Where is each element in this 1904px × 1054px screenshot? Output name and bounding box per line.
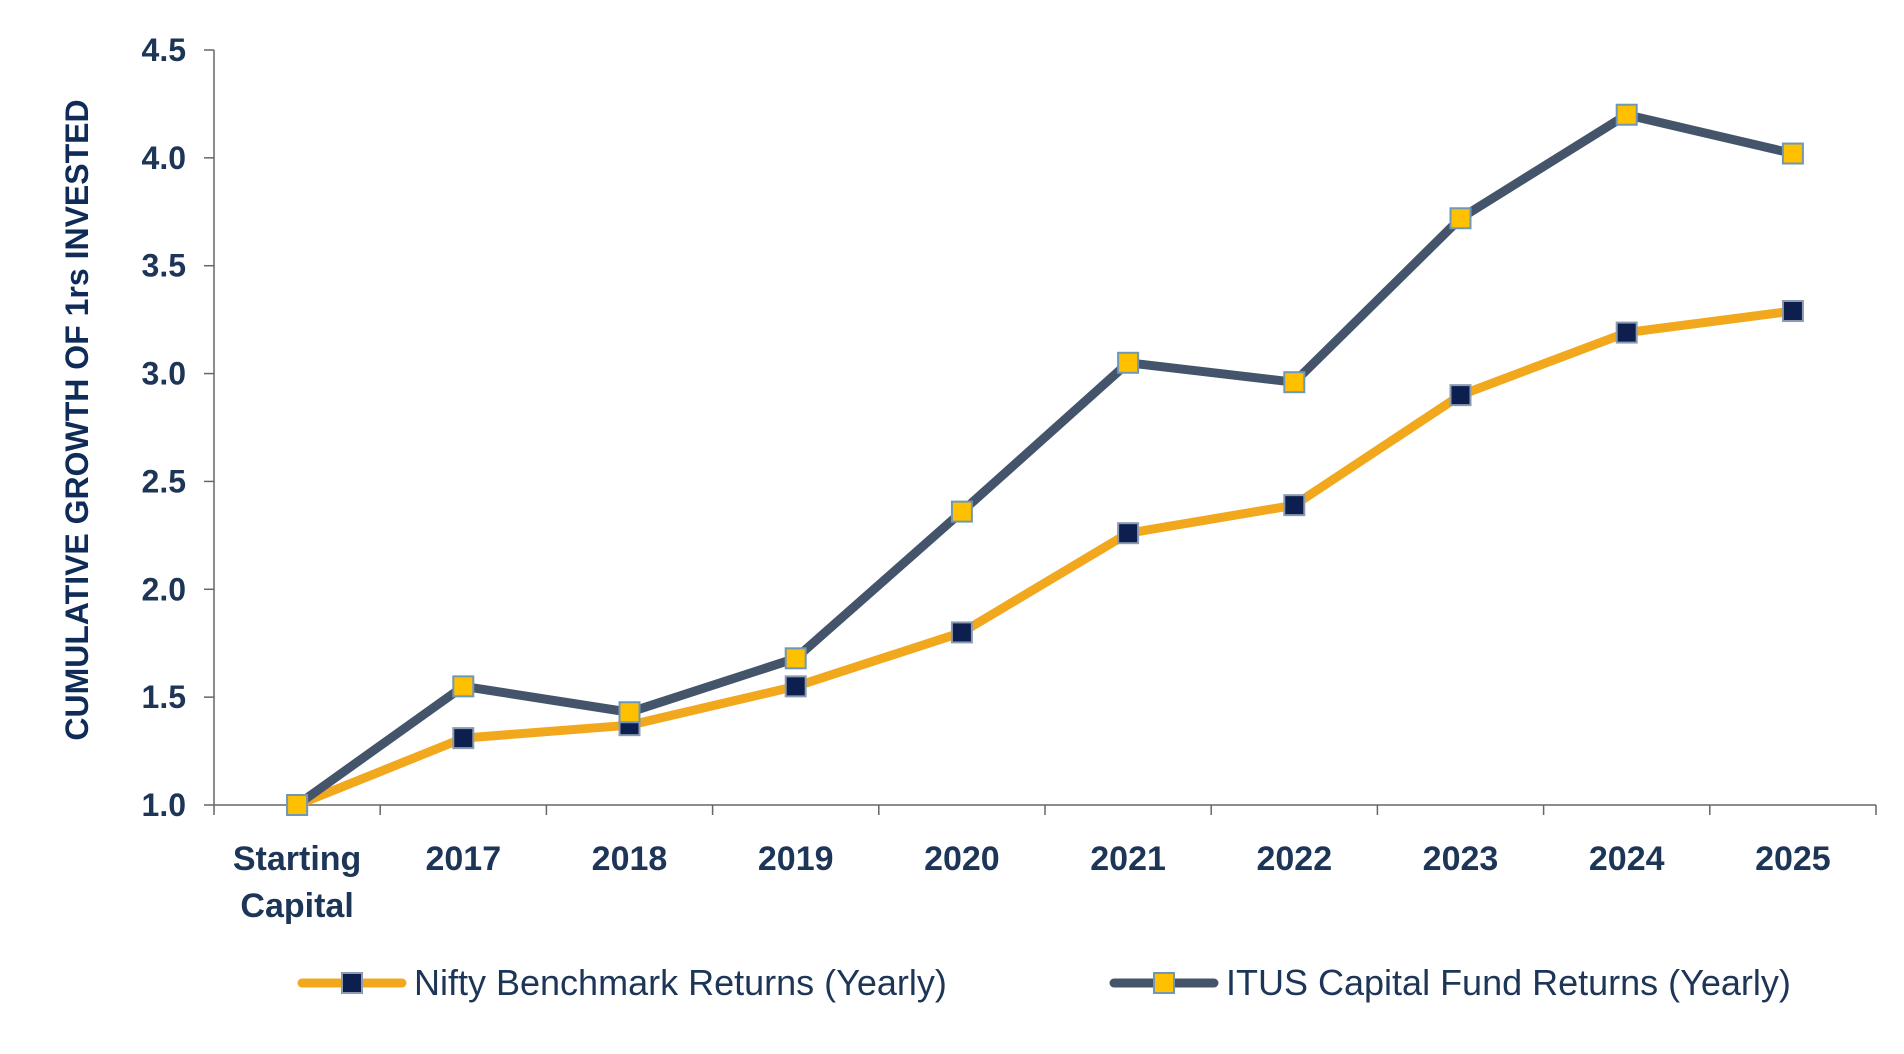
y-tick-label: 3.5 (142, 248, 186, 284)
legend-label-1: Nifty Benchmark Returns (Yearly) (414, 962, 947, 1003)
x-tick-label: 2025 (1755, 840, 1831, 878)
x-tick-label: Starting Capital (233, 840, 361, 925)
series-line-2 (292, 110, 1798, 810)
series-2-point (950, 500, 973, 523)
series-2-point (286, 794, 309, 816)
y-tick-label: 2.0 (142, 571, 186, 607)
y-axis-title: CUMULATIVE GROWTH OF 1rs INVESTED (59, 99, 95, 740)
series-2-point (1615, 103, 1638, 126)
series-points (286, 103, 1804, 816)
y-tick-label: 3.0 (142, 356, 186, 392)
series-2-point (618, 701, 641, 724)
series-1-point (1117, 522, 1140, 545)
series-2-point (1117, 351, 1140, 374)
series-1-point (950, 621, 973, 644)
series-1-point (1283, 494, 1306, 517)
y-tick-label: 1.0 (142, 787, 186, 823)
x-tick-label: 2018 (592, 840, 668, 878)
y-tick-label: 4.0 (142, 140, 186, 176)
series-1-point (1615, 321, 1638, 344)
series-2-point (784, 647, 807, 670)
x-tick-label: 2022 (1256, 840, 1332, 878)
series-1-point (784, 675, 807, 698)
y-tick-label: 2.5 (142, 463, 186, 499)
series-lines (292, 110, 1798, 810)
legend-marker-1 (341, 972, 363, 994)
legend-marker-2 (1153, 972, 1175, 994)
series-line-1 (292, 306, 1798, 810)
series-1-point (1781, 300, 1804, 323)
series-2-point (1449, 207, 1472, 230)
legend: Nifty Benchmark Returns (Yearly) ITUS Cap… (297, 962, 1791, 1003)
x-tick-label: 2023 (1423, 840, 1499, 878)
series-2-point (1781, 142, 1804, 165)
y-tick-label: 1.5 (142, 679, 186, 715)
x-ticks: Starting Capital 2017 2018 2019 2020 2021 2022 2… (213, 805, 1877, 925)
y-tick-label: 4.5 (142, 32, 186, 68)
series-2-point (452, 675, 475, 698)
series-1-point (1449, 384, 1472, 407)
y-axis-title-group: CUMULATIVE GROWTH OF 1rs INVESTED (59, 99, 95, 740)
x-tick-label: 2020 (924, 840, 1000, 878)
series-1-point (452, 727, 475, 750)
x-tick-label: 2024 (1589, 840, 1665, 878)
series-2-point (1283, 371, 1306, 394)
y-ticks: 1.0 1.5 2.0 2.5 3.0 3.5 4.0 4.5 (142, 32, 214, 823)
x-tick-label: 2019 (758, 840, 834, 878)
x-tick-label: 2021 (1090, 840, 1166, 878)
legend-label-2: ITUS Capital Fund Returns (Yearly) (1226, 962, 1791, 1003)
x-tick-label: 2017 (425, 840, 501, 878)
